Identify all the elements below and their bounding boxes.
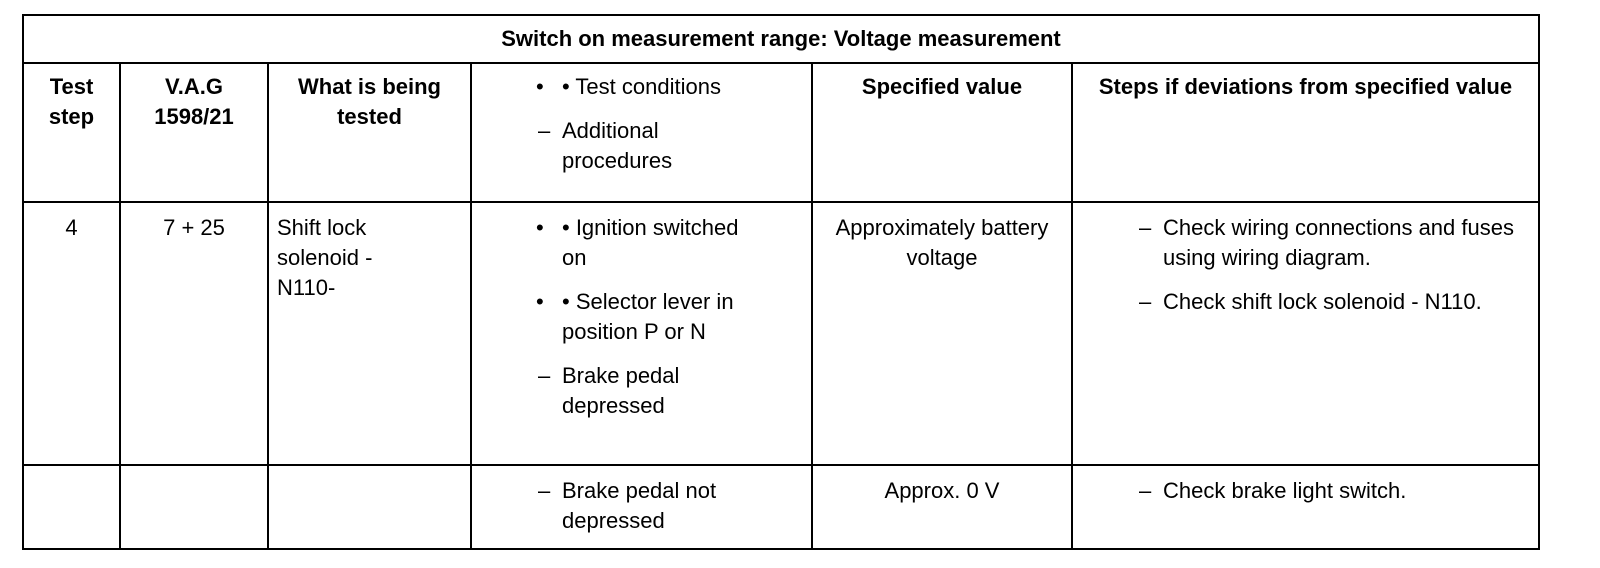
table-cell: – Check brake light switch. [1073,466,1540,550]
header-cell: V.A.G 1598/21 [121,62,269,203]
dash-marker: – [538,118,551,143]
header-text: Steps if deviations from specified value [1098,74,1513,99]
bullet-marker: • [536,289,544,314]
header-cell: Test step [22,62,121,203]
list-text: • Test conditions [562,74,721,99]
table-cell: – Brake pedal not depressed [472,466,813,550]
table-cell: • • Ignition switched on • • Selector lever… [472,203,813,466]
list-text: Check brake light switch. [1163,478,1407,503]
list-item: – Check shift lock solenoid - N110. [1139,287,1530,317]
table-cell: Shift lock solenoid - N110- [269,203,472,466]
table-cell: Approximately battery voltage [813,203,1073,466]
list-item: – Check wiring connections and fuses usin… [1139,213,1530,273]
header-text: What is being tested [298,74,441,129]
table-cell [121,466,269,550]
list-item: – Check brake light switch. [1139,476,1530,506]
table-title: Switch on measurement range: Voltage mea… [22,14,1540,64]
table-cell: 4 [22,203,121,466]
cell-text: 4 [65,215,78,240]
header-text: Specified value [861,74,1023,99]
list-text: • Ignition switched on [562,215,739,270]
header-cell: What is being tested [269,62,472,203]
header-cell: Steps if deviations from specified value [1073,62,1540,203]
dash-marker: – [538,363,551,388]
table-cell: 7 + 25 [121,203,269,466]
list-item: • • Selector lever in position P or N [536,287,803,347]
header-text: Test step [48,74,95,129]
list-text: Check shift lock solenoid - N110. [1163,289,1482,314]
list-text: Brake pedal not depressed [562,478,717,533]
bullet-marker: • [536,74,544,99]
list-item: • • Test conditions [536,72,803,102]
list-item: – Additional procedures [538,116,803,176]
cell-text: Approx. 0 V [884,478,1000,503]
header-cell: Specified value [813,62,1073,203]
list-item: • • Ignition switched on [536,213,803,273]
table-cell [22,466,121,550]
cell-text: 7 + 25 [163,215,225,240]
dash-marker: – [1139,215,1152,240]
header-cell: • • Test conditions – Additional procedures [472,62,813,203]
list-item: – Brake pedal depressed [538,361,803,421]
list-text: Additional procedures [562,118,673,173]
list-text: • Selector lever in position P or N [562,289,734,344]
table-cell [269,466,472,550]
dash-marker: – [1139,478,1152,503]
header-text: V.A.G 1598/21 [154,74,234,129]
cell-text: Approximately battery voltage [835,215,1049,270]
list-text: Brake pedal depressed [562,363,680,418]
cell-text: Shift lock solenoid - N110- [277,215,373,300]
table-cell: Approx. 0 V [813,466,1073,550]
dash-marker: – [538,478,551,503]
dash-marker: – [1139,289,1152,314]
table-cell: – Check wiring connections and fuses usin… [1073,203,1540,466]
list-item: – Brake pedal not depressed [538,476,803,536]
list-text: Check wiring connections and fuses using… [1163,215,1514,270]
bullet-marker: • [536,215,544,240]
